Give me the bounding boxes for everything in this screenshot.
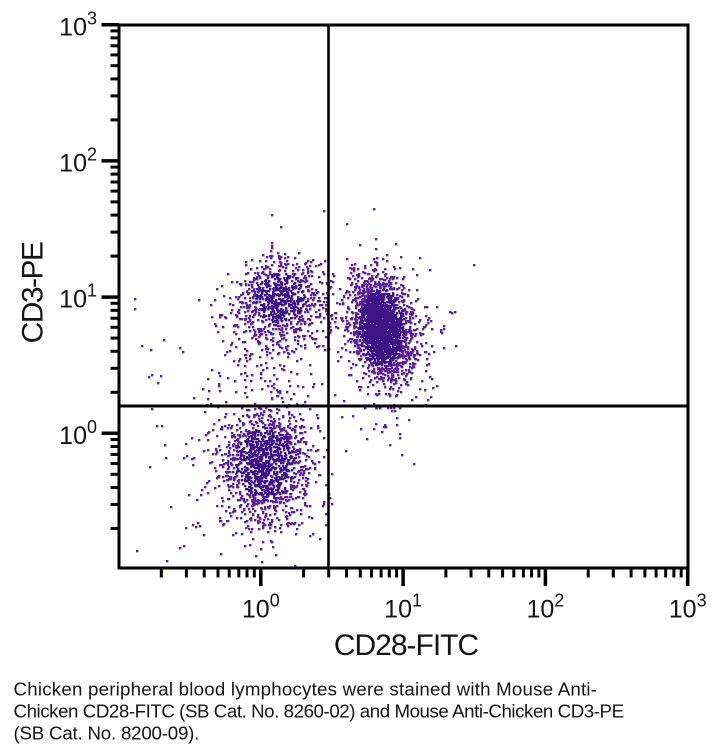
svg-text:102: 102 [59, 145, 97, 178]
svg-text:(SB Cat. No. 8200-09).: (SB Cat. No. 8200-09). [14, 722, 200, 743]
svg-text:CD3-PE: CD3-PE [17, 242, 50, 343]
svg-text:100: 100 [242, 591, 280, 624]
svg-text:103: 103 [59, 8, 97, 41]
svg-text:101: 101 [384, 591, 422, 624]
svg-text:103: 103 [669, 591, 707, 624]
svg-text:100: 100 [59, 417, 97, 450]
svg-text:Chicken peripheral blood lymph: Chicken peripheral blood lymphocytes wer… [14, 678, 598, 699]
svg-text:101: 101 [59, 281, 97, 314]
svg-text:Chicken CD28-FITC (SB Cat. No.: Chicken CD28-FITC (SB Cat. No. 8260-02) … [14, 700, 624, 721]
svg-text:102: 102 [526, 591, 564, 624]
svg-text:CD28-FITC: CD28-FITC [334, 629, 479, 662]
